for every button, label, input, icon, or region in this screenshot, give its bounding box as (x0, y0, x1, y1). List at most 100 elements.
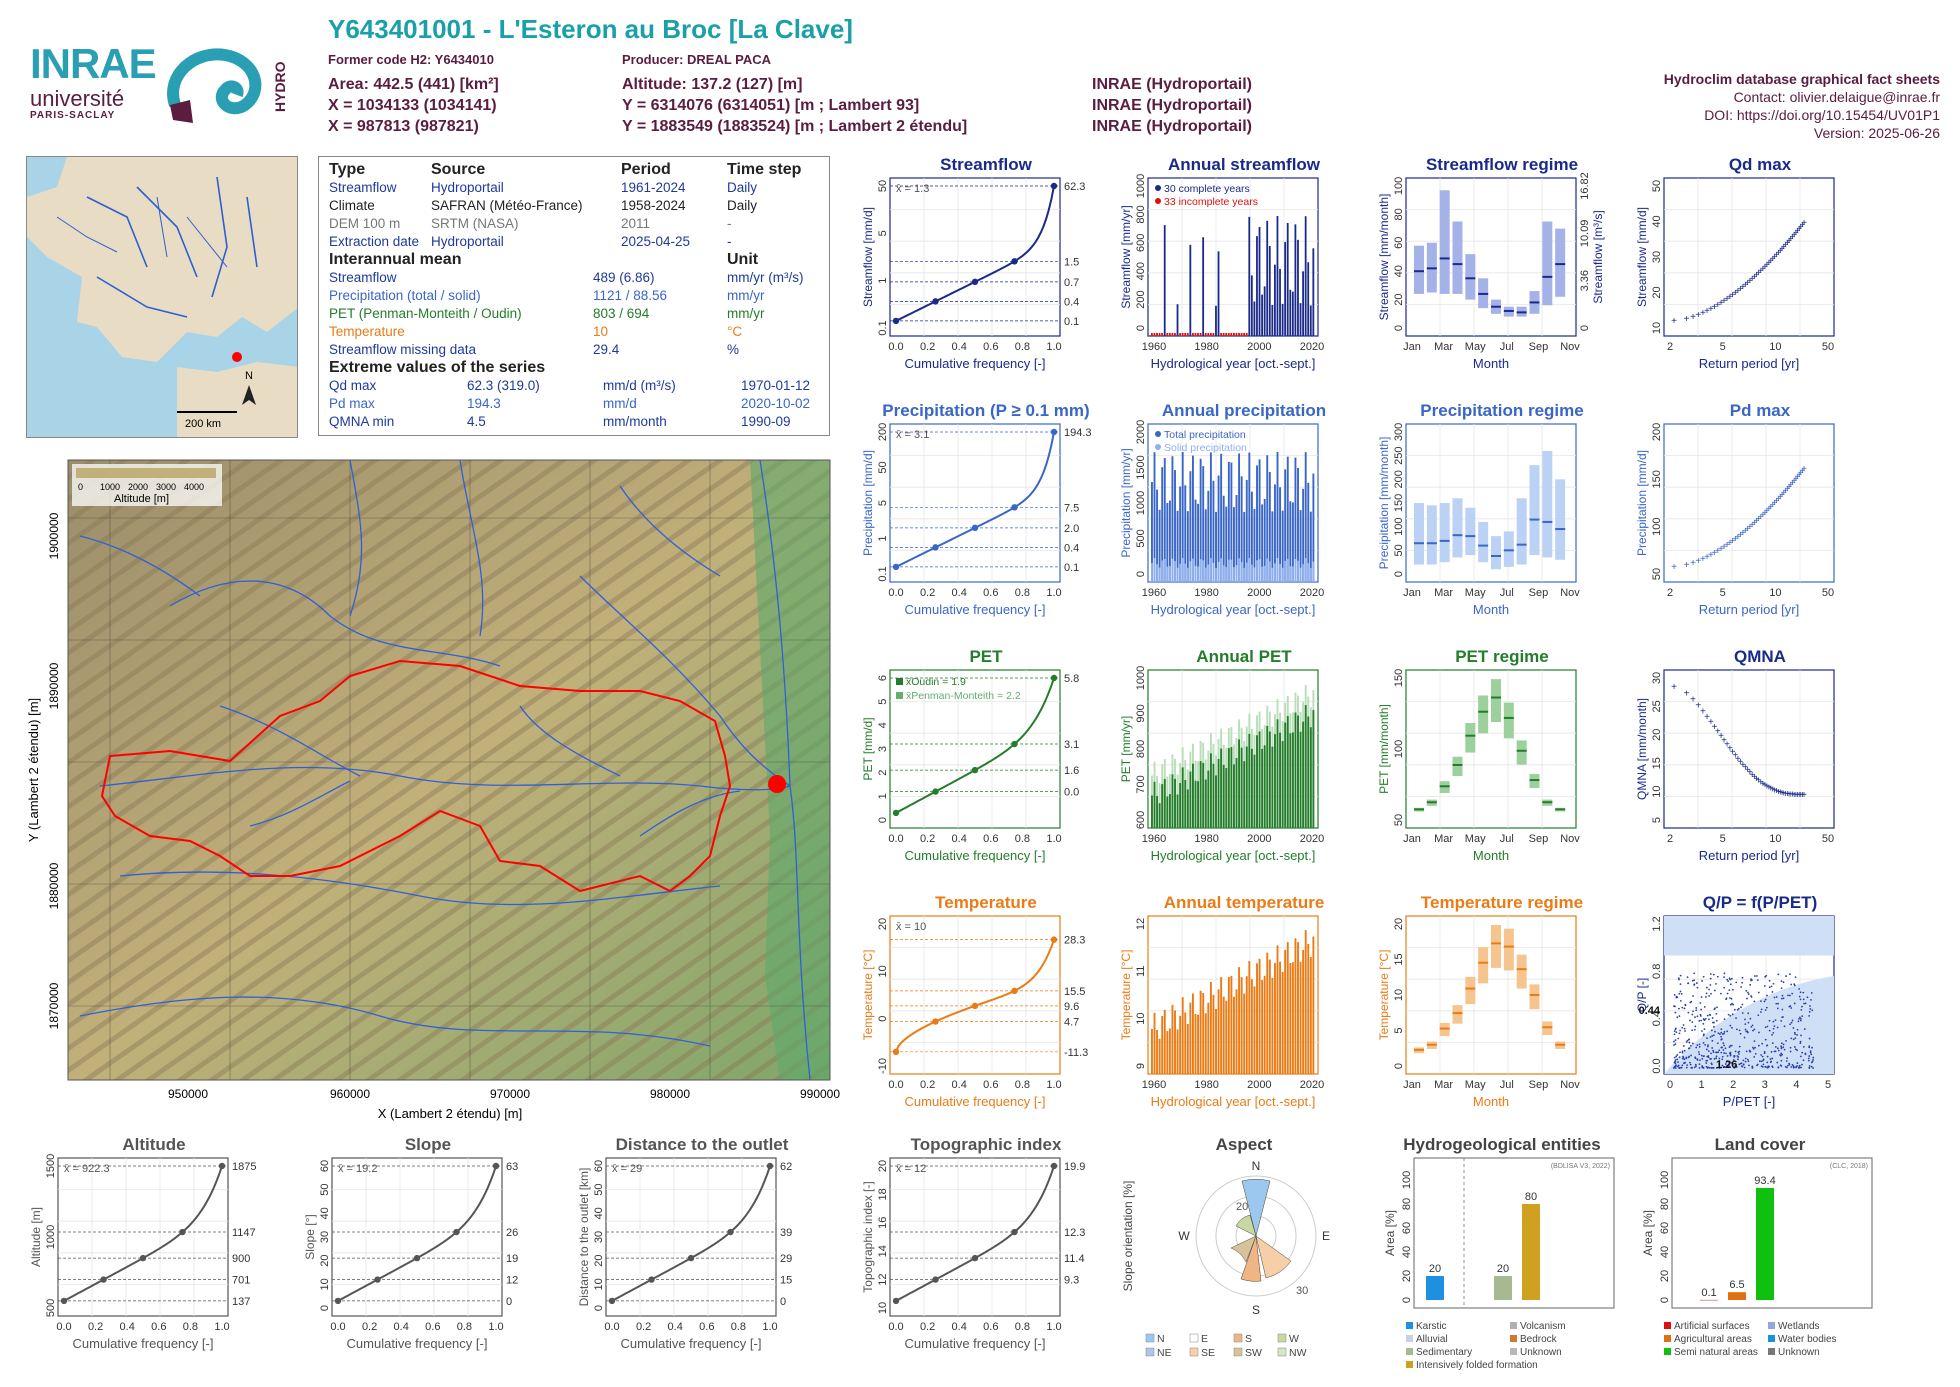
map-ylabel: Y (Lambert 2 étendu) [m] (26, 698, 41, 842)
x-axis-label: Cumulative frequency [-] (905, 1094, 1046, 1109)
y-tick-label: 30 (319, 1231, 331, 1243)
y-tick-label: 100 (1393, 517, 1405, 535)
quantile-point (492, 1162, 500, 1170)
chart-svg-15: Q/P = f(P/PET)0 1 2 3 4 50.00.40.81.2P/PET [-… (1635, 893, 1835, 1109)
qp-point (1781, 1053, 1784, 1056)
x-tick-label: 0.4 (952, 833, 967, 845)
chart-title-18: Distance to the outlet (616, 1136, 789, 1154)
qp-point (1766, 994, 1768, 997)
return-point: + (1721, 542, 1727, 553)
qp-point (1756, 1064, 1758, 1067)
annual-bar (1197, 781, 1200, 828)
qp-point (1771, 1033, 1773, 1036)
y-tick-label: 14 (877, 1245, 889, 1257)
annual-bar (1220, 748, 1223, 828)
y-tick-label: 5 (1393, 1027, 1405, 1033)
qp-point (1688, 1055, 1691, 1058)
y-tick-label: 3 (877, 746, 889, 752)
qp-point (1693, 984, 1696, 986)
annual-bar (1238, 739, 1241, 828)
annual-bar-solid (1202, 560, 1205, 582)
return-point: + (1747, 768, 1753, 779)
x-tick-label: 0.8 (1015, 587, 1030, 599)
qp-point (1749, 983, 1752, 986)
annual-bar-solid (1263, 565, 1266, 582)
qp-point (1729, 997, 1731, 999)
annual-bar-solid (1212, 562, 1215, 582)
right-tick-label: 0 (506, 1296, 512, 1308)
qp-point (1776, 1061, 1779, 1064)
annual-bar (1215, 775, 1217, 828)
table-row: Streamflow Hydroportail 1961-2024 Daily (329, 180, 758, 195)
legend-label: Sedimentary (1416, 1347, 1472, 1358)
annual-bar-solid (1233, 567, 1235, 582)
x-tick-label: 0.2 (920, 1079, 935, 1091)
qp-point (1780, 997, 1783, 1000)
right-tick-label: 2.0 (1064, 523, 1079, 535)
return-point: + (1795, 472, 1801, 483)
return-point: + (1724, 540, 1730, 551)
return-point: + (1700, 706, 1706, 717)
y-tick-label: 60 (1401, 1222, 1413, 1234)
x-tick-label: 0.4 (952, 1079, 967, 1091)
annual-bar (1284, 949, 1287, 1074)
annual-bar (1189, 771, 1192, 828)
x-axis-label: Return period [yr] (1699, 356, 1799, 371)
col-source: Source (431, 161, 486, 178)
annual-bar (1225, 333, 1228, 336)
return-point: + (1793, 790, 1799, 801)
annual-bar-solid (1151, 563, 1153, 582)
return-point: + (1760, 510, 1766, 521)
qp-point (1741, 1003, 1744, 1006)
return-point: + (1671, 316, 1677, 327)
qp-point (1798, 1017, 1800, 1020)
chart-panel-13: Annual temperature 1960 1980 2000 2020 9 10 11 1… (1116, 893, 1374, 1145)
y-tick-label: 1 (877, 793, 889, 799)
annual-bar (1189, 244, 1192, 336)
return-point: + (1786, 236, 1792, 247)
annual-bar (1197, 333, 1199, 336)
return-point: + (1751, 518, 1757, 529)
y-axis-label: Precipitation [mm/yr] (1119, 448, 1133, 557)
x-tick-label: Nov (1560, 341, 1580, 353)
annual-bar (1276, 216, 1279, 336)
qp-point (1683, 1058, 1686, 1061)
qp-point (1703, 1028, 1706, 1031)
annual-bar (1248, 733, 1251, 828)
x-tick-label: 0.8 (1015, 341, 1030, 353)
return-point: + (1766, 258, 1772, 269)
qp-point (1785, 1060, 1788, 1062)
qp-point (1793, 1046, 1796, 1048)
legend-swatch (1145, 1347, 1155, 1357)
area-bar (1700, 1299, 1718, 1301)
annual-bar-solid (1186, 567, 1189, 582)
qp-point (1676, 1016, 1679, 1019)
annual-bar (1181, 767, 1184, 828)
qp-point (1705, 1062, 1708, 1064)
annual-bar-solid (1312, 561, 1315, 582)
qp-point (1685, 1056, 1688, 1059)
qp-point (1760, 1065, 1763, 1067)
qp-point (1780, 1042, 1783, 1045)
y-tick-label: 40 (1401, 1246, 1413, 1258)
qp-point (1802, 991, 1805, 994)
qp-point (1800, 1008, 1803, 1011)
chart-panel-8: PET 0.0 0.2 0.4 0.6 0.8 1.0 0 1 2 3 4 5 6 Cumulative f… (858, 647, 1116, 899)
qp-point (1770, 985, 1773, 988)
qp-point (1740, 1062, 1743, 1065)
return-point: + (1777, 787, 1783, 798)
annual-bar (1243, 761, 1246, 828)
x-tick-label: 0.6 (983, 1321, 998, 1333)
x-axis-label: Cumulative frequency [-] (905, 848, 1046, 863)
qp-point (1804, 1002, 1807, 1005)
qp-point (1707, 1055, 1710, 1057)
right-tick-label: 137 (232, 1296, 250, 1308)
qp-point (1812, 1058, 1815, 1061)
qp-point (1730, 1062, 1733, 1064)
qp-point (1680, 1066, 1683, 1069)
x-axis-label: Cumulative frequency [-] (905, 602, 1046, 617)
return-point: + (1712, 548, 1718, 559)
qp-point (1674, 1039, 1677, 1041)
qp-point (1718, 1049, 1721, 1052)
qp-point (1698, 1053, 1701, 1056)
